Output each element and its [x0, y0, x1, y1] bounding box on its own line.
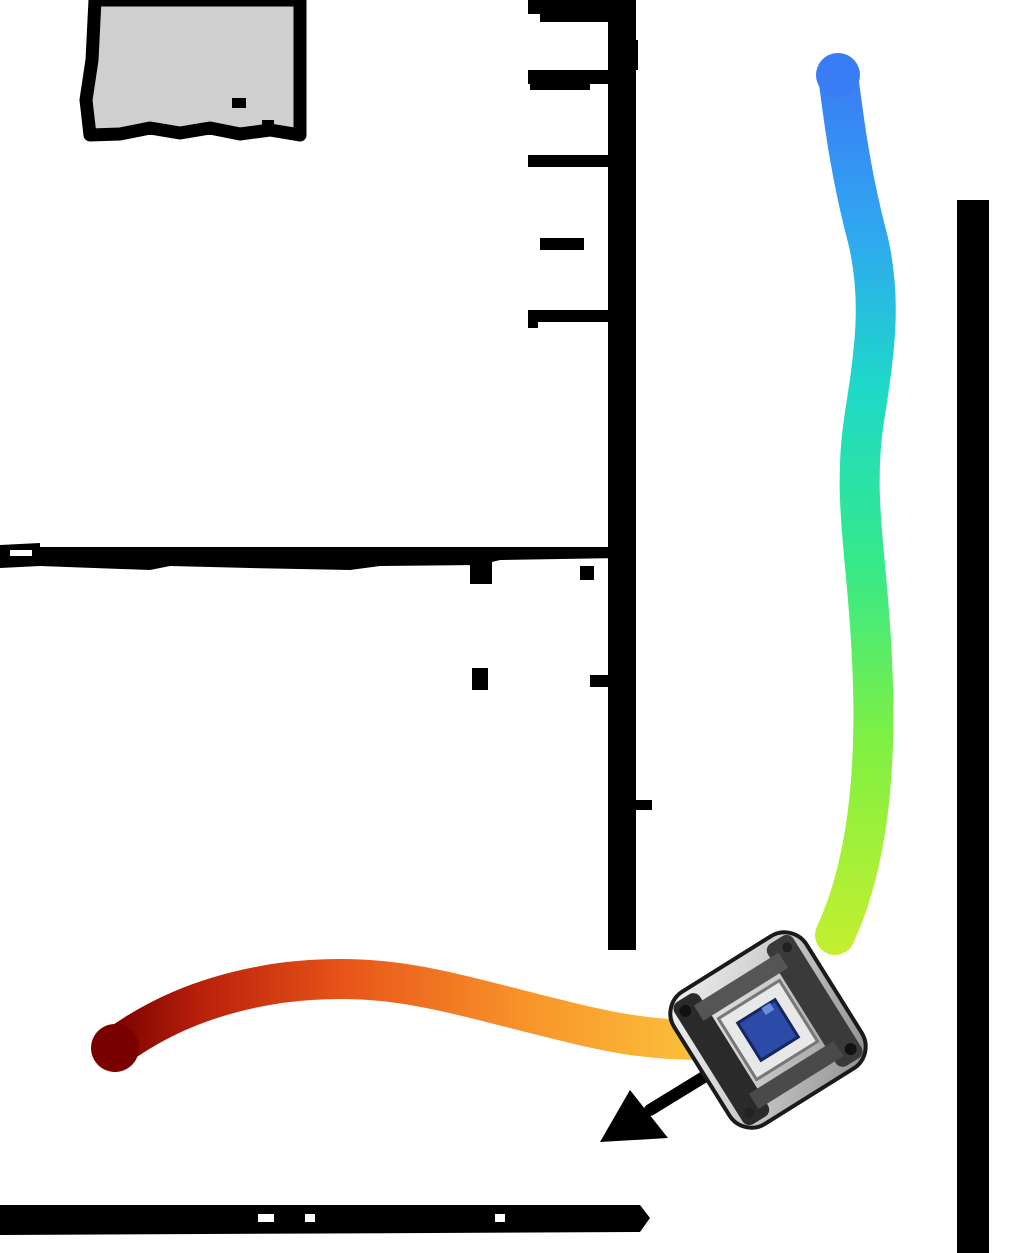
trajectory-start-marker: [816, 53, 860, 97]
trajectory-end-marker: [91, 1024, 139, 1072]
obstacle-box: [79, 0, 307, 142]
wall-center-vertical: [528, 0, 652, 950]
heading-arrow-icon: [600, 1066, 718, 1142]
robot-sensor: [735, 997, 801, 1063]
wall-middle-horizontal: [0, 543, 620, 690]
wall-bottom-horizontal: [0, 1205, 650, 1235]
wall-right-vertical: [957, 200, 989, 1253]
robot-top-view-icon: [668, 930, 868, 1130]
trajectory-segment-upper: [815, 55, 896, 955]
trajectory-segment-lower: [92, 958, 720, 1070]
